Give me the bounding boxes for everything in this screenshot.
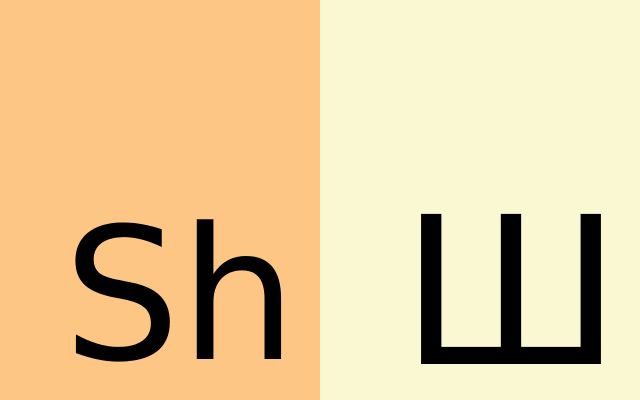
cyrillic-panel: Ш (320, 0, 640, 400)
cyrillic-letter-label: Ш (400, 173, 622, 400)
latin-digraph-label: Sh (63, 189, 297, 400)
latin-panel: Sh (0, 0, 320, 400)
